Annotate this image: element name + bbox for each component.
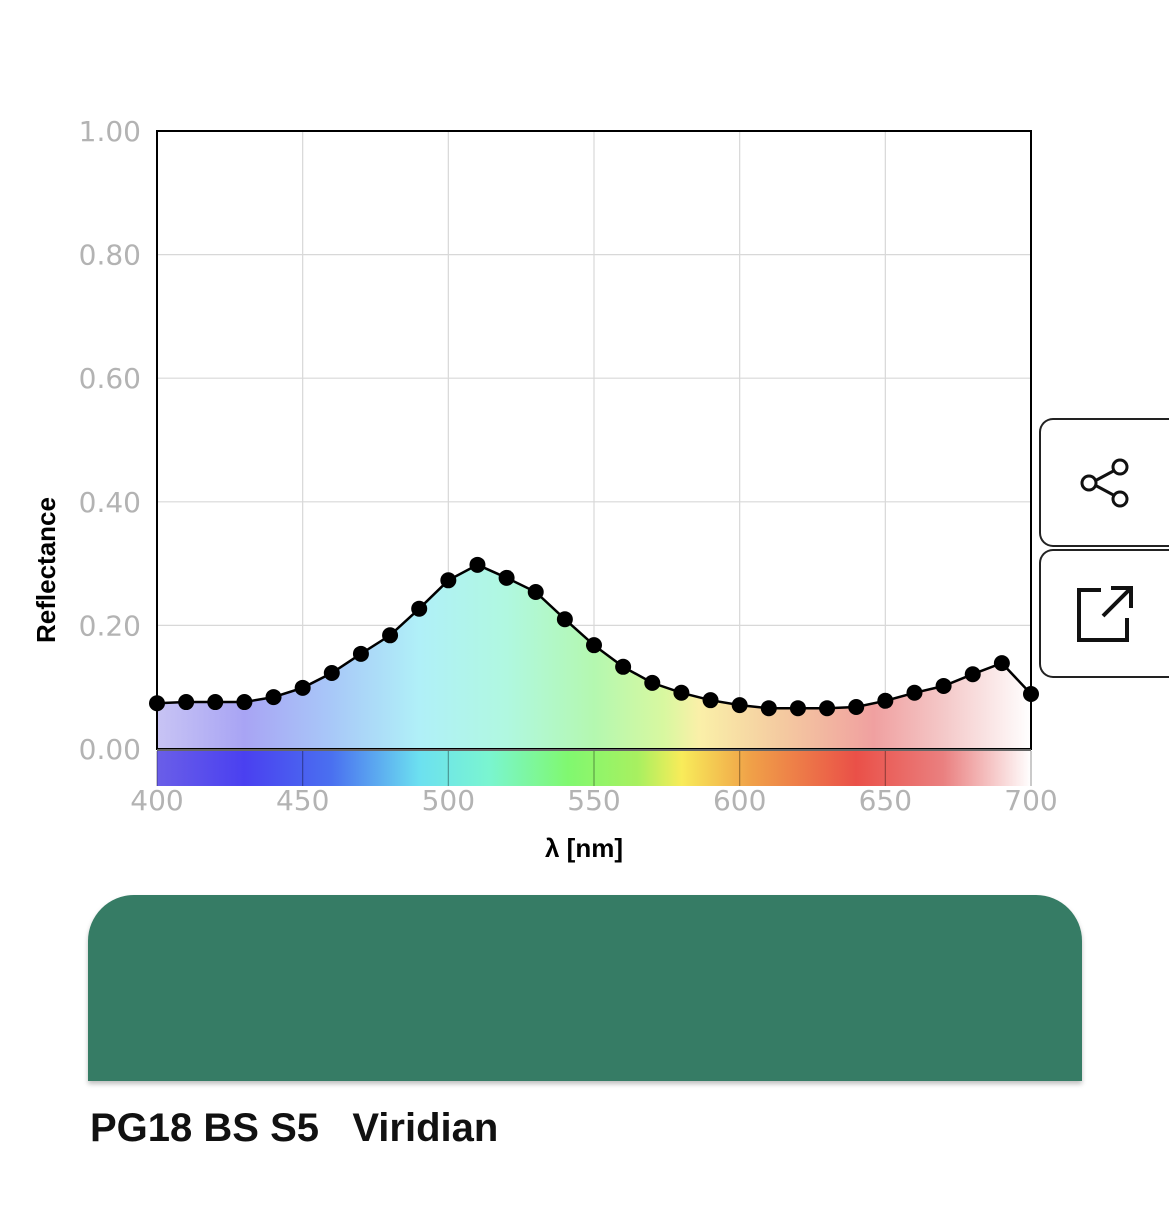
data-point [848,698,865,715]
x-tick-label: 650 [859,784,912,817]
color-swatch [88,895,1082,1081]
x-tick-label: 400 [130,784,183,817]
reflectance-area [157,564,1031,749]
data-point [149,695,165,712]
x-tick-label: 550 [567,784,620,817]
data-point [382,627,399,644]
y-tick-label: 0.00 [79,733,141,766]
data-point [760,700,777,717]
x-tick-label: 500 [422,784,475,817]
y-tick-label: 0.40 [79,486,141,519]
x-tick-label: 600 [713,784,766,817]
data-point [935,677,952,694]
data-point [556,611,573,628]
data-point [789,700,806,717]
data-point [877,692,894,709]
data-point [469,556,486,573]
x-tick-label: 450 [276,784,329,817]
open-external-button[interactable] [1039,549,1169,678]
data-point [993,655,1010,672]
share-icon [1080,458,1129,507]
data-point [265,689,282,706]
data-point [586,637,602,654]
spectrum-bar [157,751,1031,786]
data-point [178,694,195,711]
data-point [498,569,515,586]
data-point [673,684,690,701]
x-tick-label: 700 [1004,784,1057,817]
data-point [527,584,544,601]
data-point [644,674,661,691]
share-button[interactable] [1039,418,1169,547]
pigment-name: PG18 BS S5 Viridian [90,1106,499,1150]
data-point [964,666,981,683]
data-point [819,700,836,717]
x-axis-label: λ [nm] [545,833,623,863]
y-tick-label: 0.60 [79,362,141,395]
y-tick-label: 0.80 [79,239,141,272]
data-point [615,658,632,675]
external-link-icon [1077,585,1133,642]
y-axis-label: Reflectance [31,497,61,643]
data-point [411,600,428,617]
y-tick-label: 1.00 [79,115,141,148]
data-point [352,645,369,662]
y-tick-label: 0.20 [79,609,141,642]
data-point [440,572,457,589]
data-point [906,684,923,701]
data-point [236,694,253,711]
data-point [731,697,748,714]
data-point [323,664,340,681]
data-point [294,679,311,696]
data-point [1023,685,1039,702]
data-point [702,692,719,709]
data-point [207,694,224,711]
reflectance-chart: 400 450 500 550 600 650 700 0.00 0.20 0.40 0.60 0.… [31,115,1058,863]
